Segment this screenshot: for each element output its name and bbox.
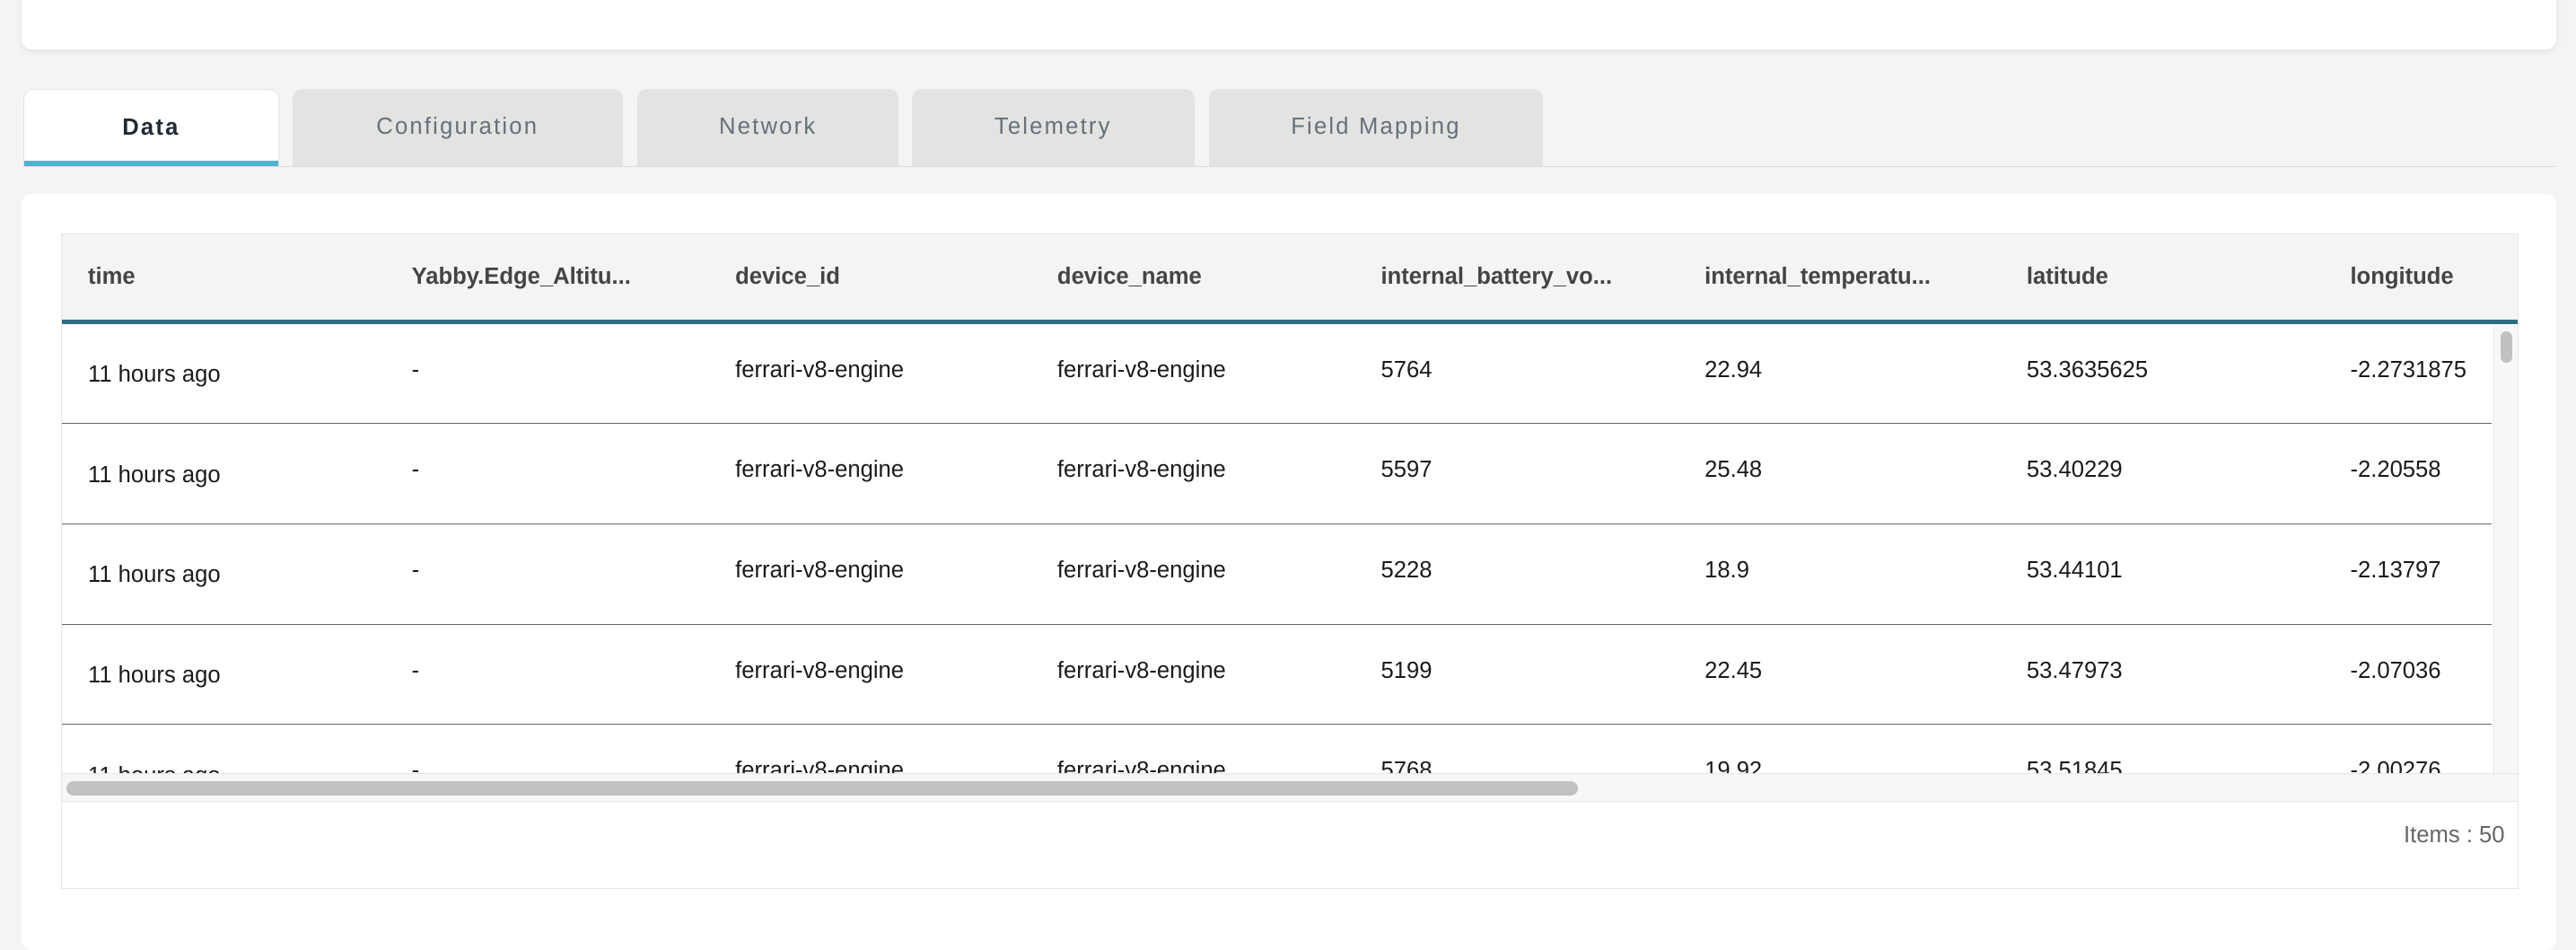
- table-cell: 53.44101: [2027, 525, 2123, 616]
- table-cell: -2.20558: [2350, 425, 2440, 515]
- table-cell: 11 hours ago: [88, 731, 221, 774]
- vertical-scroll-thumb[interactable]: [2501, 331, 2512, 363]
- table-cell: -2.13797: [2350, 525, 2440, 616]
- table-cell: 53.51845: [2027, 726, 2123, 773]
- table-row[interactable]: 11 hours ago - ferrari-v8-engine ferrari-v8…: [62, 626, 2492, 726]
- table-cell: 5597: [1381, 425, 1433, 515]
- table-cell: 5764: [1381, 325, 1433, 416]
- data-table: time Yabby.Edge_Altitu... device_id device_…: [61, 233, 2519, 889]
- table-cell: 22.94: [1704, 325, 1762, 416]
- tab-bar: Data Configuration Network Telemetry Fie…: [22, 89, 2556, 167]
- tab-configuration[interactable]: Configuration: [293, 89, 623, 166]
- table-cell: 53.40229: [2027, 425, 2123, 515]
- table-cell: 25.48: [1704, 425, 1762, 515]
- horizontal-scroll-thumb[interactable]: [66, 781, 1578, 796]
- table-row[interactable]: 11 hours ago - ferrari-v8-engine ferrari-v8…: [62, 726, 2492, 773]
- table-row[interactable]: 11 hours ago - ferrari-v8-engine ferrari-v8…: [62, 325, 2492, 425]
- column-header-3[interactable]: device_name: [1057, 234, 1202, 320]
- table-cell: ferrari-v8-engine: [735, 425, 904, 515]
- column-header-5[interactable]: internal_temperatu...: [1704, 234, 1931, 320]
- table-row[interactable]: 11 hours ago - ferrari-v8-engine ferrari-v8…: [62, 425, 2492, 524]
- device-info-card: [22, 0, 2556, 49]
- table-row[interactable]: 11 hours ago - ferrari-v8-engine ferrari-v8…: [62, 525, 2492, 625]
- table-cell: -: [412, 525, 420, 616]
- column-header-7[interactable]: longitude: [2350, 234, 2453, 320]
- table-cell: 11 hours ago: [88, 430, 221, 521]
- table-cell: 18.9: [1704, 525, 1749, 616]
- table-cell: 11 hours ago: [88, 530, 221, 620]
- table-cell: 5199: [1381, 626, 1433, 717]
- table-cell: ferrari-v8-engine: [1057, 425, 1226, 515]
- table-cell: ferrari-v8-engine: [1057, 626, 1226, 717]
- table-cell: ferrari-v8-engine: [735, 525, 904, 616]
- table-cell: -2.07036: [2350, 626, 2440, 717]
- table-cell: 19.92: [1704, 726, 1762, 773]
- column-header-2[interactable]: device_id: [735, 234, 840, 320]
- table-cell: -: [412, 325, 420, 416]
- table-cell: 22.45: [1704, 626, 1762, 717]
- table-cell: -2.2731875: [2350, 325, 2466, 416]
- column-header-4[interactable]: internal_battery_vo...: [1381, 234, 1613, 320]
- tab-network[interactable]: Network: [637, 89, 898, 166]
- table-cell: -: [412, 626, 420, 717]
- table-cell: 11 hours ago: [88, 330, 221, 420]
- table-cell: -: [412, 726, 420, 773]
- table-body: 11 hours ago-ferrari-v8-engineferrari-v8…: [62, 325, 2492, 774]
- table-cell: -: [412, 425, 420, 515]
- tab-data[interactable]: Data: [23, 89, 280, 166]
- table-cell: 5228: [1381, 525, 1433, 616]
- table-cell: 11 hours ago: [88, 630, 221, 721]
- column-header-1[interactable]: Yabby.Edge_Altitu...: [412, 234, 631, 320]
- column-header-6[interactable]: latitude: [2027, 234, 2108, 320]
- table-cell: 53.47973: [2027, 626, 2123, 717]
- table-cell: -2.00276: [2350, 726, 2440, 773]
- table-cell: ferrari-v8-engine: [1057, 525, 1226, 616]
- data-card: time Yabby.Edge_Altitu... device_id device_…: [22, 194, 2556, 950]
- table-cell: ferrari-v8-engine: [735, 325, 904, 416]
- table-header: time Yabby.Edge_Altitu... device_id device_…: [62, 234, 2518, 324]
- tab-field-mapping[interactable]: Field Mapping: [1209, 89, 1543, 166]
- tab-telemetry[interactable]: Telemetry: [912, 89, 1195, 166]
- page: Data Configuration Network Telemetry Fie…: [0, 0, 2576, 927]
- vertical-scrollbar[interactable]: [2493, 325, 2519, 776]
- items-count: Items : 50: [2404, 822, 2504, 849]
- table-cell: 5768: [1381, 726, 1433, 773]
- table-cell: ferrari-v8-engine: [1057, 726, 1226, 773]
- column-header-0[interactable]: time: [88, 234, 136, 320]
- table-cell: 53.3635625: [2027, 325, 2148, 416]
- table-cell: ferrari-v8-engine: [735, 726, 904, 773]
- table-cell: ferrari-v8-engine: [1057, 325, 1226, 416]
- table-cell: ferrari-v8-engine: [735, 626, 904, 717]
- horizontal-scrollbar[interactable]: [62, 773, 2518, 801]
